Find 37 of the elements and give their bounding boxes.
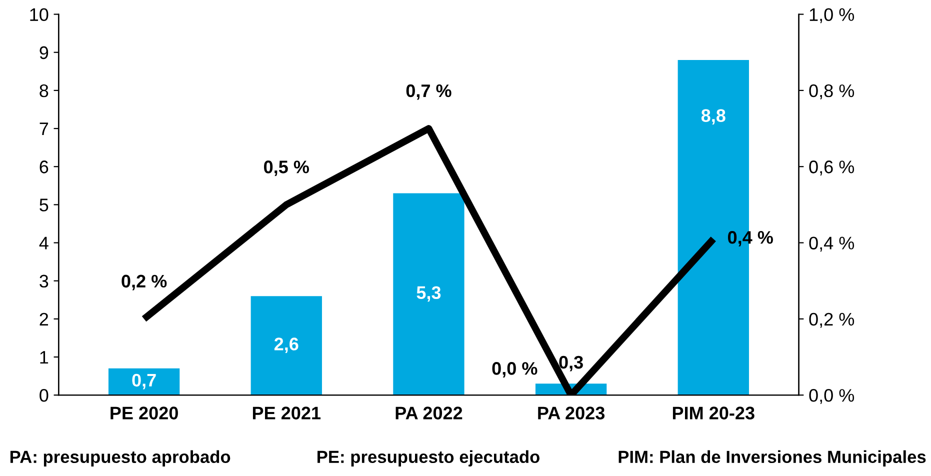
y2-tick-label: 1,0 %	[810, 8, 854, 24]
data-label: 0,3	[559, 356, 583, 372]
x-tick-label: PIM 20-23	[672, 406, 754, 420]
data-label: 8,8	[701, 109, 726, 125]
data-label: 0,5 %	[264, 160, 309, 176]
x-tick-label: PE 2020	[110, 406, 178, 420]
y-tick-label: 3	[40, 274, 48, 288]
x-tick-label: PA 2022	[396, 406, 462, 420]
y-tick-label: 4	[39, 236, 48, 250]
y-tick-label: 2	[40, 312, 48, 326]
y2-tick-label: 0,4 %	[809, 236, 854, 252]
data-label: 0,7	[132, 374, 156, 390]
y-tick-label: 1	[40, 351, 48, 364]
y-tick-label: 10	[30, 8, 48, 21]
data-label: 2,6	[274, 338, 298, 354]
y-tick-label: 0	[40, 389, 48, 402]
bar	[108, 368, 180, 396]
y-tick-label: 9	[40, 46, 48, 60]
bar	[250, 296, 322, 396]
y-tick-label: 6	[40, 160, 48, 174]
y2-tick-label: 0,0 %	[809, 389, 854, 404]
y-tick-label: 8	[40, 84, 48, 98]
y-tick-label: 5	[40, 198, 48, 212]
data-label: 0,7 %	[406, 84, 452, 100]
x-tick-label: PA 2023	[538, 406, 605, 420]
data-label: 0,2 %	[122, 274, 167, 290]
y2-tick-label: 0,8 %	[809, 84, 854, 100]
y-tick-label: 7	[40, 122, 48, 136]
data-label: 0,0 %	[492, 362, 538, 378]
y2-tick-label: 0,2 %	[809, 312, 854, 328]
x-tick-label: PE 2021	[252, 406, 321, 420]
y2-tick-label: 0,6 %	[809, 160, 854, 176]
text: PA: presupuesto aprobado	[10, 450, 230, 466]
data-label: 5,3	[416, 286, 441, 302]
text: PE: presupuesto ejecutado	[318, 450, 540, 466]
bar	[393, 193, 464, 396]
text: PIM: Plan de Inversiones Municipales	[618, 450, 926, 466]
